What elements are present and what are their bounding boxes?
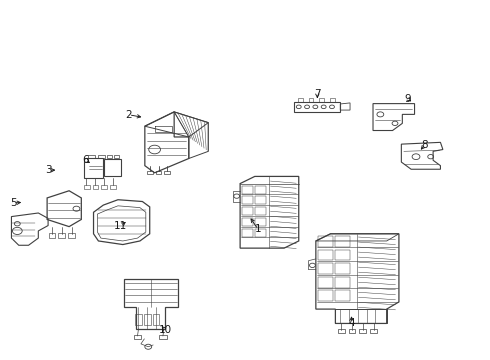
- Bar: [335, 249, 350, 260]
- Bar: [93, 185, 98, 189]
- Bar: [318, 291, 333, 301]
- Bar: [135, 315, 142, 325]
- Bar: [335, 309, 387, 323]
- Bar: [110, 185, 116, 189]
- Bar: [84, 185, 90, 189]
- Text: 4: 4: [348, 318, 355, 328]
- Bar: [348, 329, 355, 333]
- Bar: [156, 171, 161, 174]
- Bar: [318, 277, 333, 288]
- Bar: [147, 171, 153, 174]
- Bar: [335, 277, 350, 288]
- Text: 5: 5: [10, 198, 17, 208]
- Bar: [318, 236, 333, 247]
- Text: 6: 6: [82, 155, 89, 165]
- Text: 7: 7: [314, 89, 320, 99]
- Bar: [335, 236, 350, 247]
- Bar: [84, 158, 103, 178]
- Bar: [242, 186, 253, 194]
- Bar: [107, 155, 112, 158]
- Bar: [335, 291, 350, 301]
- Bar: [318, 263, 333, 274]
- Bar: [242, 218, 253, 226]
- Bar: [114, 155, 119, 158]
- Bar: [318, 249, 333, 260]
- Bar: [242, 197, 253, 204]
- Bar: [255, 218, 266, 226]
- Bar: [104, 159, 122, 176]
- Text: 3: 3: [45, 165, 52, 175]
- Bar: [134, 335, 142, 339]
- Bar: [144, 315, 151, 325]
- Bar: [359, 329, 366, 333]
- Bar: [242, 229, 253, 237]
- Bar: [88, 155, 95, 158]
- Bar: [255, 186, 266, 194]
- Bar: [58, 233, 65, 238]
- Text: 8: 8: [421, 140, 428, 150]
- Bar: [164, 171, 170, 174]
- Bar: [255, 197, 266, 204]
- Text: 2: 2: [125, 110, 132, 120]
- Text: 11: 11: [114, 221, 127, 231]
- Bar: [159, 335, 167, 339]
- Bar: [68, 233, 75, 238]
- Bar: [370, 329, 377, 333]
- Bar: [153, 315, 159, 325]
- Bar: [98, 155, 105, 158]
- Text: 10: 10: [159, 325, 172, 335]
- Bar: [255, 229, 266, 237]
- Bar: [101, 185, 107, 189]
- Bar: [294, 102, 340, 112]
- Bar: [242, 207, 253, 215]
- Text: 1: 1: [255, 225, 262, 234]
- Bar: [49, 233, 55, 238]
- Text: 9: 9: [404, 94, 411, 104]
- Bar: [335, 263, 350, 274]
- Bar: [255, 207, 266, 215]
- Bar: [338, 329, 344, 333]
